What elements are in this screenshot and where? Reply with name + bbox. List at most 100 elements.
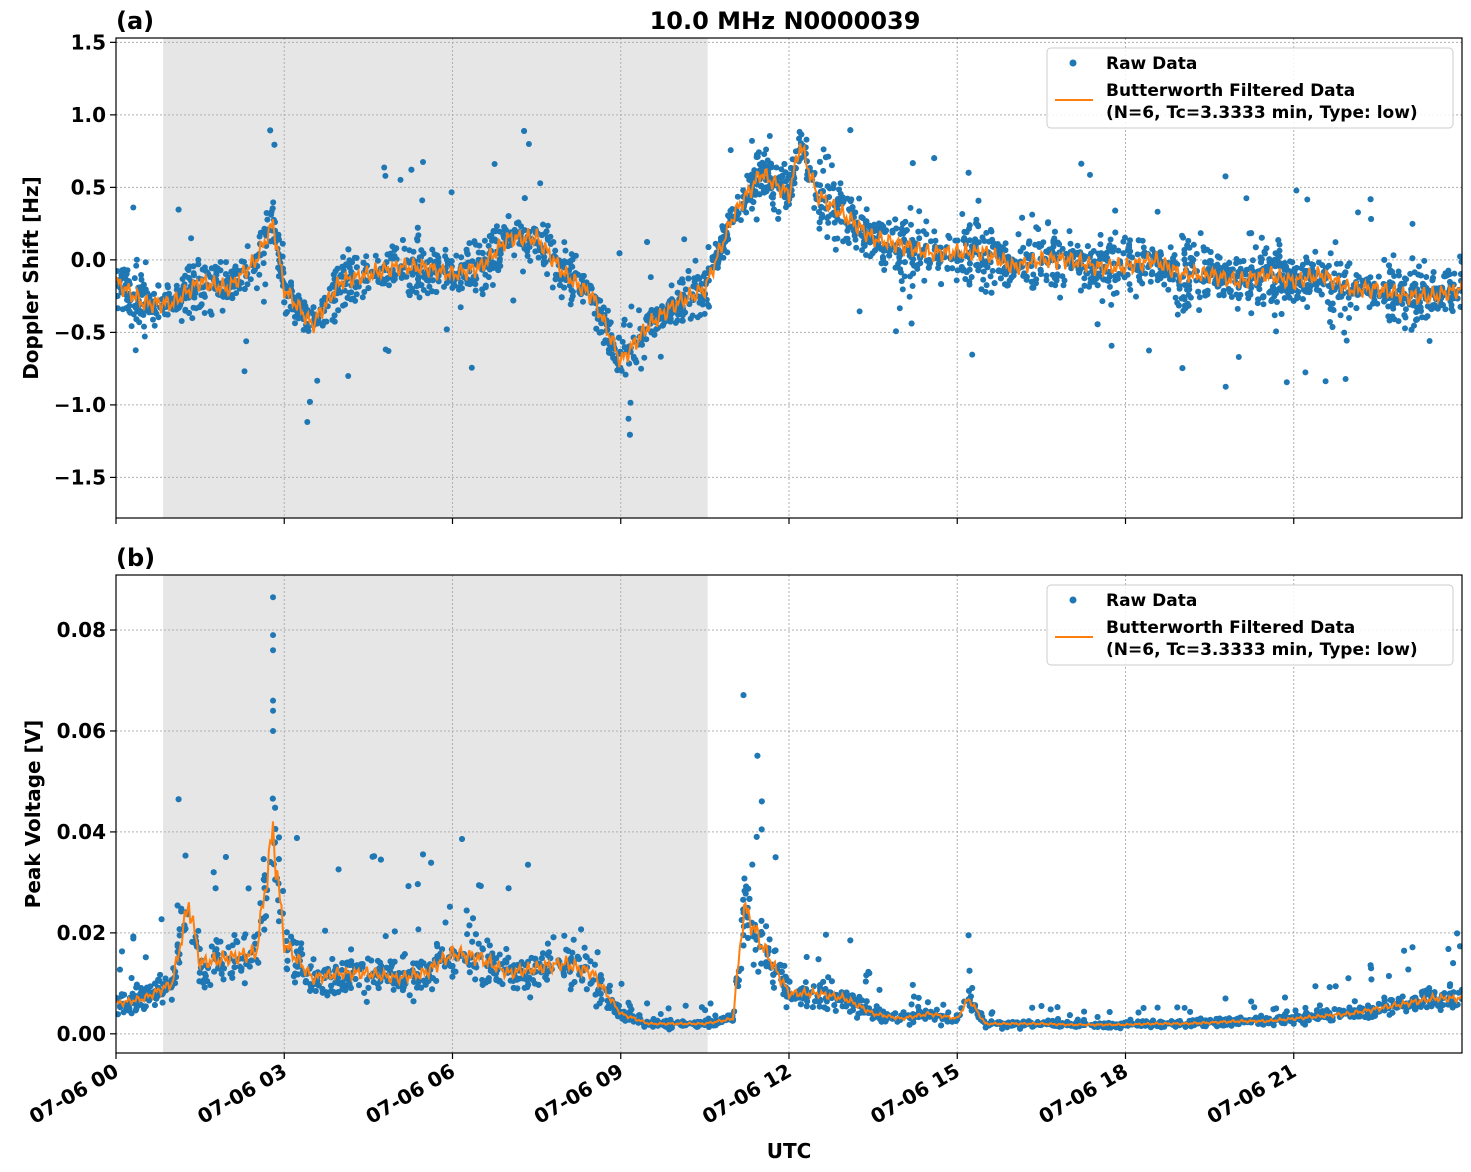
raw-point — [598, 320, 605, 327]
raw-point — [602, 337, 609, 344]
raw-point — [1416, 263, 1422, 270]
raw-point — [615, 334, 622, 341]
raw-point — [1368, 216, 1375, 222]
raw-point — [1234, 305, 1241, 312]
raw-point — [714, 264, 721, 271]
raw-point — [547, 233, 554, 240]
raw-point — [416, 294, 423, 301]
raw-point — [875, 240, 882, 247]
raw-point — [906, 293, 913, 300]
raw-point — [826, 194, 833, 200]
raw-point — [689, 312, 696, 319]
raw-point — [604, 307, 611, 314]
raw-point — [697, 295, 704, 302]
raw-point — [505, 213, 512, 220]
raw-point — [150, 316, 156, 323]
raw-point — [495, 267, 502, 274]
raw-point — [863, 218, 870, 225]
raw-point — [1355, 274, 1362, 280]
raw-point — [727, 147, 734, 154]
raw-point — [186, 310, 192, 316]
raw-point — [1026, 238, 1033, 245]
raw-point — [824, 234, 831, 241]
raw-point — [552, 276, 559, 283]
raw-point — [1218, 265, 1224, 272]
raw-point — [1240, 258, 1247, 264]
raw-point — [241, 286, 248, 292]
raw-point — [698, 280, 705, 287]
raw-point — [641, 354, 648, 361]
raw-point — [898, 278, 905, 285]
raw-point — [932, 237, 939, 244]
raw-point — [1325, 283, 1332, 289]
raw-point — [954, 267, 961, 274]
raw-point — [968, 274, 975, 280]
raw-point — [758, 162, 764, 169]
raw-point — [667, 318, 674, 325]
raw-point — [1186, 286, 1193, 293]
raw-point — [853, 244, 860, 251]
raw-point — [763, 146, 770, 153]
raw-point — [897, 266, 904, 273]
raw-point — [923, 218, 930, 225]
raw-point — [1331, 270, 1338, 277]
raw-point — [195, 256, 202, 263]
raw-point — [766, 133, 773, 139]
raw-point — [1112, 273, 1119, 280]
raw-point — [441, 283, 447, 290]
raw-point — [1407, 270, 1414, 277]
raw-point — [973, 220, 980, 227]
raw-point — [390, 986, 397, 993]
raw-point — [1424, 313, 1431, 320]
raw-point — [1043, 277, 1050, 284]
raw-point — [1020, 244, 1027, 251]
raw-point — [130, 204, 137, 211]
raw-point — [382, 172, 389, 179]
raw-point — [972, 236, 979, 243]
raw-point — [544, 271, 551, 278]
raw-point — [616, 250, 623, 257]
raw-point — [1179, 365, 1186, 372]
raw-point — [632, 356, 639, 363]
raw-point — [838, 218, 845, 225]
raw-point — [758, 182, 765, 189]
raw-point — [223, 259, 229, 266]
raw-point — [1023, 276, 1030, 283]
raw-point — [1185, 292, 1192, 298]
raw-point — [1133, 293, 1139, 300]
raw-point — [515, 219, 522, 226]
raw-point — [903, 227, 910, 234]
raw-point — [621, 344, 628, 351]
raw-point — [165, 284, 171, 291]
raw-point — [1222, 383, 1229, 390]
raw-point — [750, 199, 757, 205]
raw-point — [443, 326, 450, 333]
raw-point — [775, 215, 782, 222]
raw-point — [989, 267, 996, 274]
raw-point — [704, 301, 711, 308]
raw-point — [131, 275, 138, 282]
raw-point — [398, 274, 405, 281]
raw-point — [414, 235, 420, 242]
raw-point — [822, 154, 829, 161]
raw-point — [1109, 248, 1116, 255]
raw-point — [961, 235, 968, 242]
raw-point — [409, 271, 416, 278]
raw-point — [596, 329, 603, 336]
raw-point — [260, 298, 267, 305]
raw-point — [1094, 282, 1101, 289]
raw-point — [1045, 219, 1052, 226]
raw-point — [752, 188, 759, 195]
raw-point — [982, 288, 989, 295]
raw-point — [1291, 265, 1298, 272]
raw-point — [1056, 241, 1063, 248]
raw-point — [429, 277, 436, 284]
raw-point — [162, 304, 169, 310]
raw-point — [271, 141, 278, 148]
raw-point — [771, 206, 777, 213]
raw-point — [567, 257, 574, 264]
raw-point — [414, 224, 421, 231]
raw-point — [1066, 228, 1073, 235]
raw-point — [250, 268, 257, 275]
raw-point — [696, 275, 703, 282]
